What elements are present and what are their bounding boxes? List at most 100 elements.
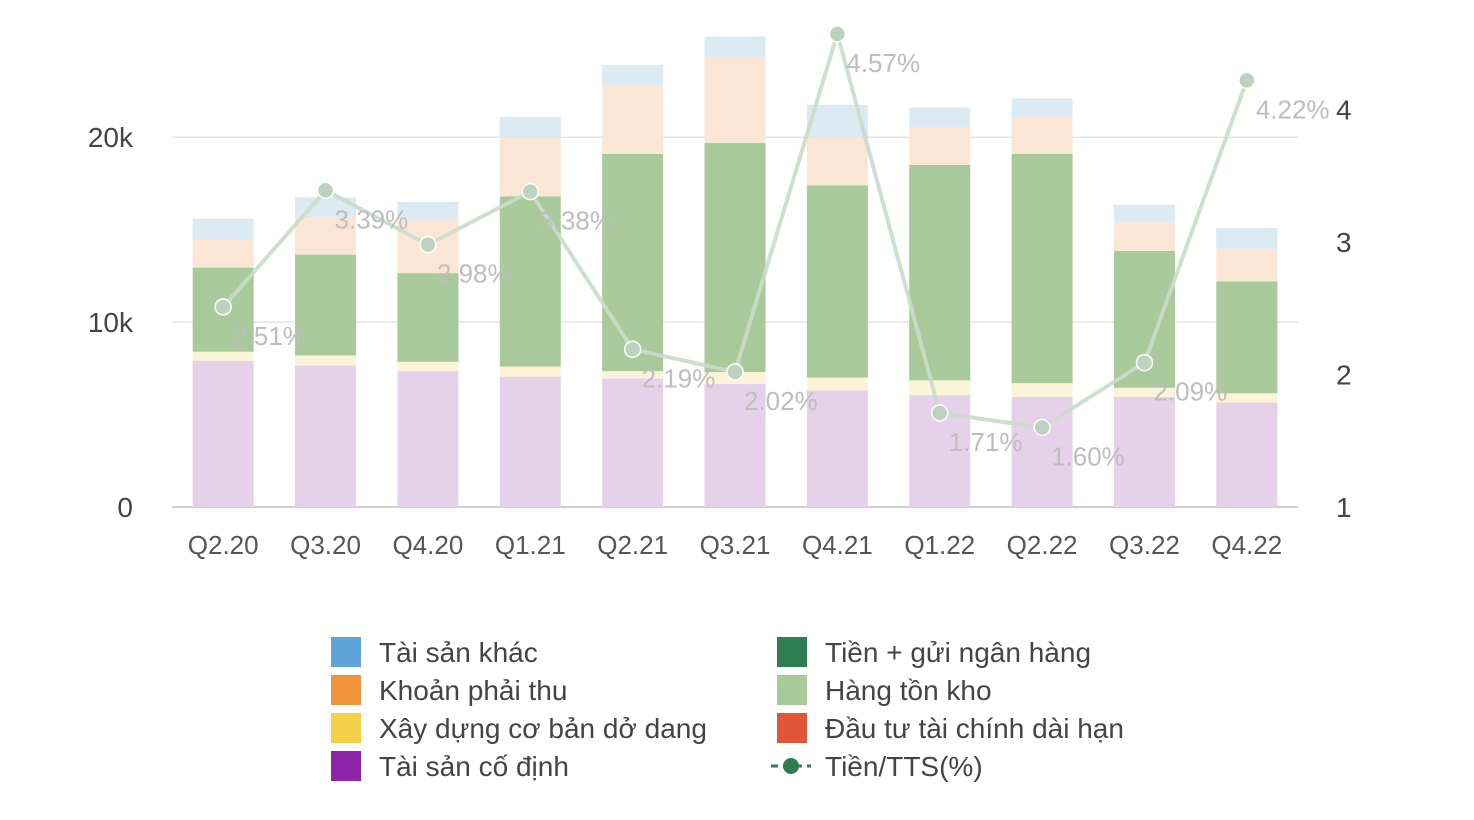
ratio-data-label: 2.09% bbox=[1153, 377, 1227, 407]
ratio-data-label: 4.22% bbox=[1256, 94, 1330, 124]
ratio-point bbox=[623, 340, 642, 359]
bar-segment bbox=[909, 107, 971, 128]
bar-segment bbox=[295, 217, 357, 255]
bar-segment bbox=[704, 57, 766, 143]
y-tick-label: 20k bbox=[88, 122, 134, 153]
bar-segment bbox=[704, 142, 766, 373]
ratio-data-label: 3.39% bbox=[335, 204, 409, 234]
legend-swatch bbox=[331, 713, 361, 743]
x-tick-label: Q3.21 bbox=[700, 530, 771, 560]
bars bbox=[192, 36, 1278, 507]
ratio-data-label: 2.19% bbox=[642, 363, 716, 393]
bar-segment bbox=[397, 371, 459, 507]
bar-segment bbox=[1011, 383, 1073, 397]
legend-label: Xây dựng cơ bản dở dang bbox=[379, 713, 707, 744]
bar-segment bbox=[1216, 227, 1278, 250]
legend-label: Đầu tư tài chính dài hạn bbox=[825, 713, 1124, 744]
ratio-data-label: 3.38% bbox=[539, 206, 613, 236]
ratio-data-label: 2.02% bbox=[744, 386, 818, 416]
legend-swatch bbox=[777, 675, 807, 705]
bar-segment bbox=[295, 365, 357, 507]
ratio-point bbox=[828, 25, 847, 43]
legend: Tài sản khác Khoản phải thu Xây dựng cơ bả… bbox=[331, 637, 1124, 782]
legend-swatch bbox=[777, 713, 807, 743]
y2-tick-label: 4 bbox=[1336, 95, 1352, 126]
ratio-data-label: 4.57% bbox=[846, 48, 920, 78]
legend-label: Tiền + gửi ngân hàng bbox=[825, 637, 1091, 668]
bar-segment bbox=[602, 153, 664, 372]
legend-label: Tiền/TTS(%) bbox=[825, 751, 983, 782]
bar-segment bbox=[192, 218, 254, 240]
ratio-point bbox=[214, 298, 232, 316]
bar-segment bbox=[1011, 116, 1073, 154]
y2-tick-label: 2 bbox=[1336, 360, 1352, 391]
bar-segment bbox=[806, 137, 868, 186]
x-tick-label: Q4.22 bbox=[1211, 530, 1282, 560]
bar-segment bbox=[1113, 387, 1175, 397]
bar-segment bbox=[1011, 98, 1073, 117]
bar-segment bbox=[909, 127, 971, 165]
x-tick-label: Q1.22 bbox=[904, 530, 975, 560]
y2-tick-label: 3 bbox=[1336, 227, 1352, 258]
bar-segment bbox=[192, 351, 254, 361]
bar-segment bbox=[602, 371, 664, 379]
bar-segment bbox=[602, 85, 664, 154]
bar-segment bbox=[806, 185, 868, 378]
x-tick-label: Q4.20 bbox=[392, 530, 463, 560]
legend-swatch bbox=[777, 637, 807, 667]
legend-line-dot bbox=[783, 758, 799, 774]
bar-segment bbox=[602, 378, 664, 507]
bar-segment bbox=[806, 377, 868, 391]
bar-segment bbox=[704, 384, 766, 507]
bar-segment bbox=[1113, 396, 1175, 507]
x-tick-label: Q4.21 bbox=[802, 530, 873, 560]
bar-segment bbox=[295, 197, 357, 218]
legend-swatch bbox=[331, 751, 361, 781]
ratio-data-label: 2.51% bbox=[232, 321, 306, 351]
bar-segment bbox=[295, 254, 357, 356]
legend-swatch bbox=[331, 637, 361, 667]
bar-segment bbox=[806, 390, 868, 507]
y-tick-label: 10k bbox=[88, 307, 134, 338]
ratio-point bbox=[1033, 418, 1051, 437]
ratio-data-label: 1.71% bbox=[949, 427, 1023, 457]
bar-segment bbox=[1113, 204, 1175, 223]
legend-label: Tài sản khác bbox=[379, 637, 538, 668]
legend-swatch bbox=[331, 675, 361, 705]
bar-segment bbox=[397, 361, 459, 372]
x-tick-label: Q2.21 bbox=[597, 530, 668, 560]
x-tick-label: Q2.22 bbox=[1007, 530, 1078, 560]
x-tick-label: Q2.20 bbox=[188, 530, 259, 560]
y2-tick-label: 1 bbox=[1336, 492, 1352, 523]
ratio-point bbox=[726, 363, 744, 381]
bar-segment bbox=[1011, 153, 1073, 384]
bar-segment bbox=[602, 65, 664, 86]
ratio-data-label: 1.60% bbox=[1051, 442, 1125, 472]
ratio-point bbox=[419, 235, 437, 254]
ratio-point bbox=[521, 182, 540, 201]
ratio-line bbox=[214, 25, 1256, 437]
bar-segment bbox=[192, 360, 254, 507]
x-axis: Q2.20 Q3.20 Q4.20 Q1.21 Q2.21 Q3.21 Q4.21 Q1.22… bbox=[188, 530, 1282, 560]
ratio-data-labels: 2.51% 3.39% 2.98% 3.38% 2.19% 2.02% 4.57% 1.71%… bbox=[232, 48, 1329, 472]
right-y-axis: 1 2 3 4 bbox=[1336, 95, 1352, 524]
bar-segment bbox=[499, 116, 561, 139]
bar-segment bbox=[1216, 393, 1278, 403]
bar-segment bbox=[1216, 402, 1278, 507]
bar-segment bbox=[1216, 249, 1278, 282]
ratio-data-label: 2.98% bbox=[437, 259, 511, 289]
ratio-point bbox=[316, 181, 335, 200]
bar-segment bbox=[397, 273, 459, 362]
x-tick-label: Q3.20 bbox=[290, 530, 361, 560]
x-tick-label: Q3.22 bbox=[1109, 530, 1180, 560]
x-tick-label: Q1.21 bbox=[495, 530, 566, 560]
bar-segment bbox=[1113, 222, 1175, 251]
ratio-point bbox=[1135, 353, 1154, 372]
bar-segment bbox=[499, 366, 561, 377]
ratio-point bbox=[930, 404, 949, 422]
y-tick-label: 0 bbox=[117, 492, 133, 523]
bar-segment bbox=[1216, 281, 1278, 394]
bar-segment bbox=[909, 380, 971, 396]
bar-segment bbox=[704, 36, 766, 58]
